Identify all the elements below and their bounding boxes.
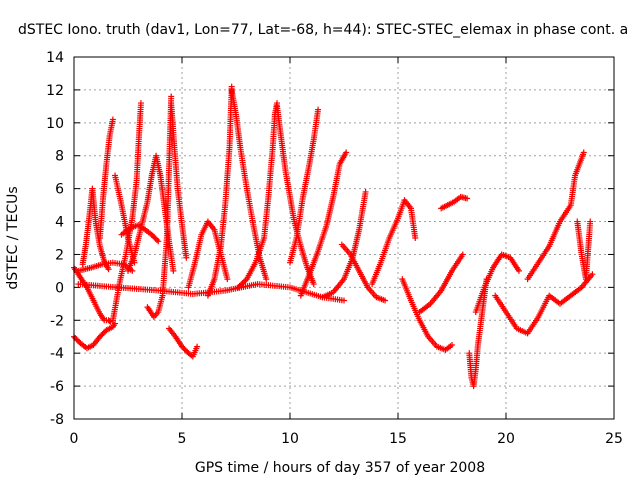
y-tick-label: 8 bbox=[55, 149, 64, 165]
data-point bbox=[263, 276, 270, 283]
data-point bbox=[155, 238, 162, 245]
data-point bbox=[362, 188, 369, 195]
y-tick-label: 2 bbox=[55, 247, 64, 263]
data-point bbox=[224, 276, 231, 283]
data-point bbox=[112, 320, 119, 327]
y-tick-label: 10 bbox=[46, 116, 64, 132]
series-14 bbox=[228, 86, 270, 283]
y-tick-label: 0 bbox=[55, 280, 64, 296]
data-point bbox=[109, 116, 116, 123]
data-point bbox=[412, 235, 419, 241]
x-tick-label: 10 bbox=[281, 431, 299, 447]
series-29 bbox=[524, 149, 587, 283]
data-point bbox=[587, 218, 594, 225]
x-axis-label: GPS time / hours of day 357 of year 2008 bbox=[195, 460, 485, 476]
series-8 bbox=[118, 221, 162, 245]
series-28 bbox=[492, 271, 596, 337]
data-point bbox=[343, 149, 350, 156]
x-tick-label: 5 bbox=[178, 431, 187, 447]
data-point bbox=[168, 93, 175, 100]
series-19 bbox=[297, 149, 350, 299]
x-tick-label: 0 bbox=[70, 431, 79, 447]
data-point bbox=[464, 195, 471, 202]
series-26 bbox=[466, 276, 490, 390]
series-15 bbox=[235, 100, 281, 291]
data-point bbox=[449, 341, 455, 348]
x-tick-label: 15 bbox=[389, 431, 407, 447]
series-18 bbox=[287, 106, 322, 266]
y-tick-label: 4 bbox=[55, 215, 64, 231]
data-point bbox=[194, 343, 201, 350]
data-point bbox=[310, 281, 317, 288]
y-axis-label: dSTEC / TECUs bbox=[5, 186, 21, 289]
data-point bbox=[341, 297, 347, 304]
axis-ticks: -8 -6 -4 -2 0 2 4 6 8 10 12 14 0 5 10 15 20 25 bbox=[46, 50, 623, 447]
series-22 bbox=[369, 197, 419, 288]
data-point bbox=[137, 100, 144, 107]
series-21 bbox=[338, 241, 389, 304]
series-3 bbox=[96, 116, 116, 241]
y-tick-label: 14 bbox=[46, 50, 64, 66]
data-point bbox=[580, 149, 587, 156]
series-2 bbox=[79, 185, 112, 273]
grid bbox=[74, 57, 614, 419]
data-points bbox=[71, 83, 596, 390]
series-1 bbox=[71, 264, 114, 325]
series-10 bbox=[168, 100, 190, 261]
data-point bbox=[459, 251, 466, 258]
data-point bbox=[170, 267, 177, 274]
y-tick-label: -8 bbox=[50, 412, 64, 428]
series-6 bbox=[112, 172, 138, 266]
series-30 bbox=[574, 218, 594, 283]
series-23 bbox=[399, 276, 455, 353]
data-point bbox=[183, 254, 190, 261]
y-tick-label: -2 bbox=[50, 313, 64, 329]
y-tick-label: -4 bbox=[50, 346, 64, 362]
data-point bbox=[105, 266, 112, 273]
data-point bbox=[106, 318, 113, 325]
chart-title: dSTEC Iono. truth (dav1, Lon=77, Lat=-68… bbox=[18, 22, 628, 38]
series-0 bbox=[71, 320, 119, 352]
series-24 bbox=[416, 251, 466, 316]
series-13 bbox=[204, 83, 235, 299]
x-tick-label: 25 bbox=[605, 431, 623, 447]
plot-frame bbox=[73, 56, 615, 420]
y-tick-label: 6 bbox=[55, 182, 64, 198]
data-point bbox=[382, 297, 389, 304]
data-point bbox=[239, 280, 246, 287]
y-tick-label: 12 bbox=[46, 83, 64, 99]
data-point bbox=[315, 106, 322, 113]
series-9 bbox=[144, 93, 175, 320]
x-tick-label: 20 bbox=[497, 431, 515, 447]
data-point bbox=[515, 267, 522, 274]
series-11 bbox=[166, 325, 201, 360]
series-16 bbox=[274, 103, 317, 288]
data-point bbox=[589, 271, 596, 278]
series-25 bbox=[438, 193, 471, 212]
series-5 bbox=[75, 259, 136, 274]
data-point bbox=[153, 236, 160, 243]
y-tick-label: -6 bbox=[50, 379, 64, 395]
series-27 bbox=[472, 251, 522, 316]
